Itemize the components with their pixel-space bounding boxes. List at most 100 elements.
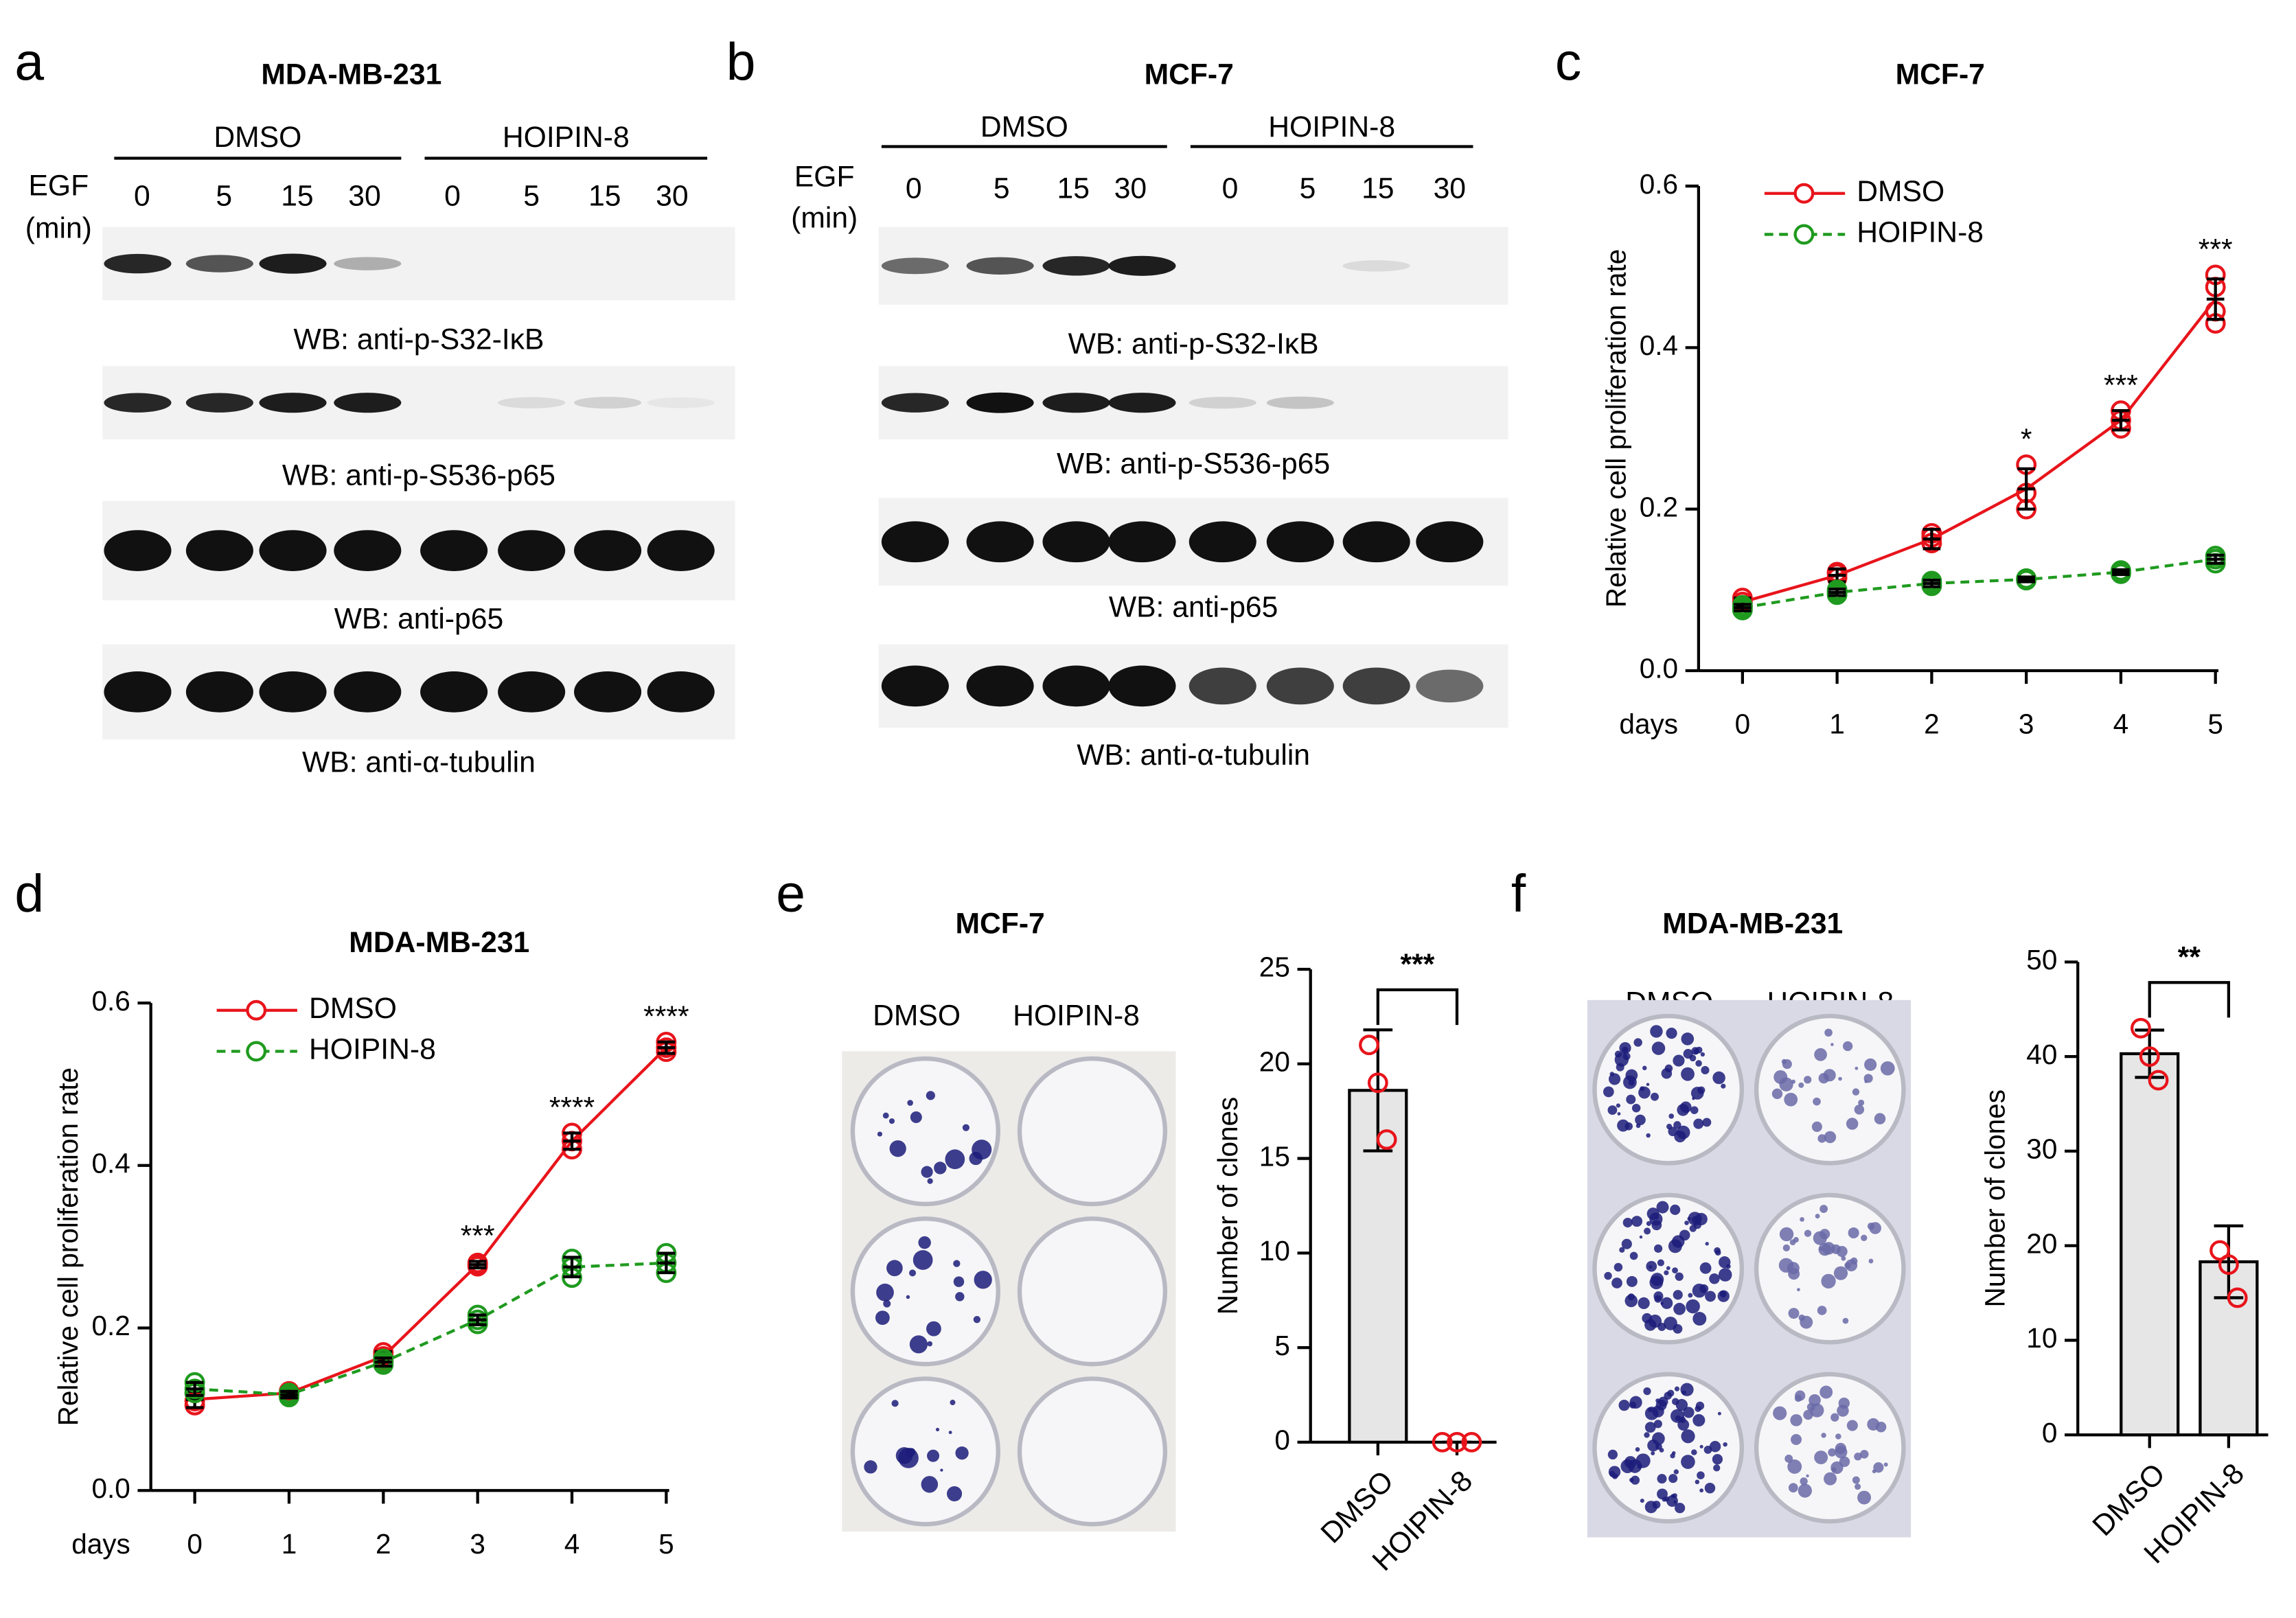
time-label: 15	[1362, 172, 1394, 205]
colony	[1814, 1048, 1827, 1061]
colony	[1705, 1291, 1716, 1302]
colony	[1798, 1082, 1804, 1088]
colony	[1795, 1390, 1806, 1401]
colony	[1683, 1049, 1693, 1059]
colony	[1635, 1453, 1651, 1468]
colony	[1875, 1421, 1887, 1433]
chart-title: MCF-7	[1896, 58, 1985, 91]
treatment-label: EGF	[28, 169, 89, 202]
colony	[906, 1295, 910, 1299]
colony	[1818, 1243, 1831, 1256]
colony	[1837, 1405, 1849, 1417]
treatment-unit: (min)	[25, 211, 92, 244]
colony	[1833, 1266, 1848, 1280]
blot-band	[104, 393, 172, 413]
blot-band	[574, 530, 642, 571]
colony	[1693, 1048, 1699, 1054]
x-tick-label: 1	[1829, 708, 1845, 740]
colony	[875, 1310, 890, 1326]
blot-band	[1042, 256, 1110, 276]
colony	[1625, 1122, 1633, 1131]
colony	[1864, 1058, 1877, 1071]
colony	[1607, 1105, 1618, 1115]
blot-band	[1266, 521, 1334, 563]
blot-band	[1189, 521, 1256, 563]
colony	[1650, 1025, 1663, 1038]
colony	[1687, 1216, 1691, 1221]
colony	[1788, 1308, 1800, 1319]
error-bar	[657, 1251, 676, 1275]
colony	[1796, 1288, 1800, 1292]
colony	[1804, 1229, 1812, 1237]
colony	[1817, 1134, 1826, 1143]
series-line	[1742, 298, 2217, 604]
blot-band	[881, 665, 949, 707]
colony	[1628, 1079, 1635, 1086]
colony	[1714, 1247, 1721, 1254]
blot-band	[881, 393, 949, 413]
blot-band	[185, 393, 253, 413]
colony	[1798, 1483, 1812, 1498]
colony	[1617, 1112, 1621, 1116]
y-tick-label: 0.6	[91, 985, 130, 1017]
colony	[1673, 1054, 1685, 1067]
legend-label: HOIPIN-8	[309, 1033, 436, 1066]
colony	[1627, 1293, 1635, 1301]
colony	[1673, 1290, 1683, 1300]
time-label: 5	[216, 179, 232, 212]
blot-label: WB: anti-α-tubulin	[1077, 739, 1310, 772]
colony	[1629, 1251, 1638, 1260]
blot-label: WB: anti-p-S536-p65	[282, 459, 555, 492]
colony	[1657, 1322, 1666, 1331]
blot-band	[1108, 521, 1176, 563]
bar	[2120, 1052, 2180, 1437]
colony	[935, 1427, 940, 1432]
time-label: 5	[994, 172, 1010, 205]
colony	[886, 1260, 903, 1277]
colony	[909, 1335, 928, 1354]
colony	[1675, 1503, 1686, 1514]
x-axis-label: days	[71, 1528, 130, 1560]
colony	[1666, 1028, 1677, 1039]
y-tick-label: 10	[2026, 1322, 2057, 1354]
colony	[1701, 1065, 1710, 1075]
colony	[1675, 1272, 1684, 1281]
colony	[1823, 1069, 1836, 1082]
blot-band	[498, 397, 566, 408]
replicate-point	[2131, 1017, 2151, 1039]
colony	[1800, 1315, 1813, 1329]
y-axis-label: Number of clones	[1212, 1097, 1243, 1315]
y-tick-label: 20	[1259, 1045, 1290, 1077]
colony	[910, 1111, 922, 1124]
colony	[1646, 1083, 1650, 1086]
colony	[1683, 1407, 1695, 1418]
replicate-point	[1447, 1431, 1467, 1453]
colony	[1631, 1103, 1641, 1113]
colony	[1666, 1266, 1671, 1271]
colony	[1653, 1244, 1663, 1253]
error-bar	[563, 1131, 581, 1151]
blot-band	[259, 393, 327, 413]
colony	[1835, 1446, 1848, 1459]
group-label: HOIPIN-8	[503, 121, 630, 154]
colony	[1668, 1113, 1675, 1119]
blot-band	[498, 671, 566, 713]
colony	[1656, 1201, 1669, 1214]
y-axis-label: Relative cell proliferation rate	[1600, 249, 1631, 608]
colony	[1670, 1453, 1675, 1459]
colony	[1819, 1385, 1833, 1399]
colony	[1655, 1216, 1659, 1220]
blot-band	[647, 530, 715, 571]
colony	[1624, 1456, 1637, 1468]
colony	[948, 1431, 952, 1435]
y-tick-label: 0	[1274, 1424, 1290, 1456]
legend-marker	[1793, 183, 1815, 204]
colony	[1609, 1470, 1616, 1477]
blot-band	[881, 521, 949, 563]
colony	[1719, 1256, 1731, 1269]
blot-band	[1042, 665, 1110, 707]
y-axis-label: Number of clones	[1979, 1089, 2011, 1308]
colony	[1640, 1086, 1645, 1091]
